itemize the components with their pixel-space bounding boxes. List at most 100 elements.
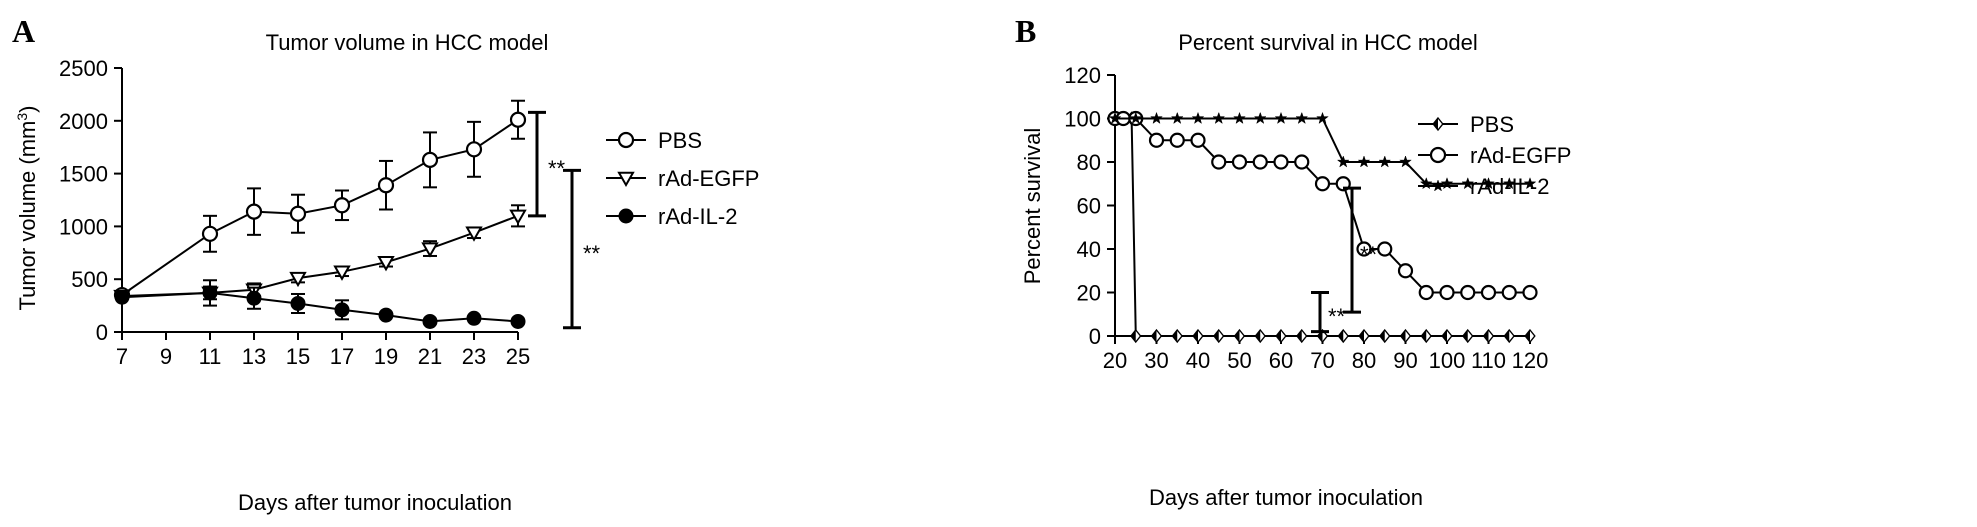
panel-b-data-point (1148, 132, 1165, 148)
panel-a-data-point (333, 265, 351, 281)
panel-b-data-point (1522, 284, 1538, 301)
panel-a-x-tick-label: 25 (506, 344, 530, 369)
panel-a-legend-item: PBS (606, 128, 702, 153)
panel-b-data-point (1378, 155, 1392, 168)
panel-b-data-point (1399, 328, 1412, 344)
panel-b-data-point (1129, 111, 1143, 125)
panel-b-significance-label: ** (1360, 242, 1378, 267)
panel-a-data-point (377, 177, 395, 194)
panel-a-legend-label: PBS (658, 128, 702, 153)
panel-a-data-point (421, 151, 439, 168)
panel-a-legend-marker (617, 131, 635, 149)
panel-b-label: B (1015, 13, 1036, 49)
panel-b-x-tick-label: 110 (1471, 348, 1506, 373)
panel-a-series-line (121, 118, 519, 296)
panel-b-data-point (1233, 111, 1246, 125)
panel-b-legend-marker (1431, 179, 1445, 192)
panel-a-legend-label: rAd-IL-2 (658, 204, 737, 229)
panel-a-x-tick-label: 21 (418, 344, 442, 369)
panel-a-legend-marker (617, 171, 635, 188)
panel-a-y-tick-label: 2500 (59, 56, 108, 81)
panel-b-legend-marker (1432, 116, 1444, 132)
panel-a-x-tick-label: 15 (286, 344, 310, 369)
panel-b-data-point (1503, 328, 1515, 344)
panel-b-series (1107, 110, 1538, 301)
panel-b-y-tick-label: 20 (1077, 281, 1101, 306)
panel-b-x-tick-label: 80 (1352, 348, 1376, 373)
panel-b-data-point (1213, 328, 1225, 344)
panel-b-legend-item: rAd-IL-2 (1418, 174, 1549, 199)
panel-b-data-point (1275, 328, 1287, 344)
panel-b-data-point (1253, 111, 1267, 125)
panel-b-x-tick-label: 70 (1310, 348, 1334, 373)
panel-a-data-point (466, 310, 482, 326)
panel-b-significance-label: ** (1328, 304, 1346, 329)
panel-b-data-point (1212, 111, 1226, 125)
panel-b-x-tick-label: 30 (1144, 348, 1168, 373)
panel-b-series-line (1115, 117, 1530, 294)
panel-a-data-point (289, 271, 307, 288)
panel-b-x-axis-label: Days after tumor inoculation (1149, 485, 1423, 510)
panel-b-data-point (1252, 154, 1268, 170)
panel-b-data-point (1231, 154, 1248, 170)
panel-b-y-tick-label: 0 (1089, 324, 1101, 349)
panel-b-data-point (1441, 328, 1453, 344)
panel-b-data-point (1296, 328, 1308, 344)
panel-a-label: A (12, 13, 35, 49)
panel-b-data-point (1130, 328, 1142, 344)
panel-b-x-tick-label: 90 (1393, 348, 1417, 373)
panel-b-data-point (1274, 111, 1288, 125)
panel-a-data-point (201, 225, 219, 242)
panel-b-data-point (1171, 328, 1183, 344)
panel-a-data-point (289, 205, 307, 222)
panel-a-x-tick-label: 23 (462, 344, 486, 369)
panel-b-data-point (1150, 111, 1163, 125)
panel-b-data-point (1357, 155, 1371, 168)
panel-a-data-point (421, 242, 439, 258)
panel-a-data-point (465, 226, 483, 242)
panel-a-x-tick-label: 17 (330, 344, 354, 369)
panel-a-data-point (333, 197, 351, 214)
panel-a-data-point (290, 295, 306, 311)
panel-a-data-point (422, 313, 438, 329)
panel-b-data-point (1379, 328, 1391, 344)
panel-a-title: Tumor volume in HCC model (266, 30, 549, 55)
panel-a-legend-item: rAd-IL-2 (606, 204, 737, 229)
panel-b-x-tick-label: 20 (1103, 348, 1127, 373)
panel-a-y-axis-label: Tumor volume (mm3) (14, 106, 40, 311)
panel-b-title: Percent survival in HCC model (1178, 30, 1478, 55)
panel-a-data-point (246, 290, 262, 306)
panel-b-x-tick-label: 100 (1429, 348, 1466, 373)
panel-a-series (113, 204, 527, 306)
panel-b-data-point (1482, 328, 1495, 344)
panel-b-data-point (1462, 328, 1474, 344)
panel-a-legend-item: rAd-EGFP (606, 166, 759, 191)
panel-a-series (114, 279, 526, 329)
panel-b-data-point (1233, 328, 1246, 344)
panel-a-series-line (121, 214, 519, 298)
panel-a-y-tick-label: 1000 (59, 214, 108, 239)
panel-b-x-tick-label: 50 (1227, 348, 1251, 373)
panel-b-legend-item: PBS (1418, 112, 1514, 137)
panel-b-data-point (1524, 328, 1536, 344)
panel-b-data-point (1356, 241, 1372, 257)
panel-b-x-tick-label: 40 (1186, 348, 1210, 373)
panel-a-data-point (378, 307, 394, 323)
panel-a-series (113, 99, 527, 304)
panel-a-data-point (334, 302, 350, 318)
panel-b-data-point (1314, 176, 1331, 192)
panel-a-y-tick-label: 2000 (59, 109, 108, 134)
panel-b-y-tick-label: 80 (1077, 150, 1101, 175)
panel-b-legend-item: rAd-EGFP (1418, 143, 1571, 168)
panel-b-data-point (1523, 177, 1537, 190)
panel-b-data-point (1316, 111, 1329, 125)
panel-b-data-point (1190, 132, 1206, 148)
panel-b-legend-label: rAd-IL-2 (1470, 174, 1549, 199)
panel-b-x-tick-label: 120 (1512, 348, 1549, 373)
panel-b-data-point (1397, 263, 1414, 279)
panel-a-data-point (465, 141, 483, 158)
panel-b-data-point (1461, 177, 1475, 190)
panel-a-y-tick-label: 1500 (59, 162, 108, 187)
panel-a-significance-label: ** (548, 156, 566, 181)
